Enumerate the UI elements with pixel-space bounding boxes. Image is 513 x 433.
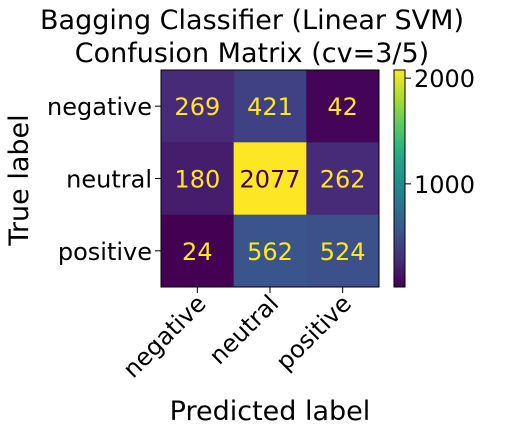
cell-value-label: 180 [174, 166, 220, 194]
chart-title: Bagging Classifier (Linear SVM) [40, 5, 464, 36]
cell-value-label: 421 [247, 93, 293, 121]
x-axis-label: Predicted label [170, 396, 371, 427]
colorbar [393, 69, 406, 288]
y-tick-labels: negative neutral positive [47, 93, 161, 266]
heatmap-cell [161, 214, 235, 288]
heatmap-cell [306, 70, 380, 143]
cell-value-label: 42 [327, 93, 358, 121]
cell-value-label: 562 [247, 238, 293, 266]
heatmap-cell [161, 142, 235, 216]
y-tick-label: positive [58, 238, 152, 266]
x-tick-label: positive [271, 289, 357, 375]
heatmap-cell [233, 142, 307, 216]
cell-value-label: 2077 [239, 166, 300, 194]
heatmap-cell [233, 214, 307, 288]
cell-value-label: 24 [182, 238, 213, 266]
colorbar-ticks: 1000 2000 [405, 65, 475, 199]
heatmap-cell [161, 70, 235, 143]
heatmap-cell [233, 70, 307, 143]
colorbar-tick-label: 2000 [414, 65, 475, 93]
y-axis-label: True label [4, 114, 35, 246]
cell-value-label: 262 [320, 166, 366, 194]
x-tick-label: negative [118, 289, 212, 383]
colorbar-tick-label: 1000 [414, 171, 475, 199]
heatmap-cell-labels: 269 421 42 180 2077 262 24 562 524 [174, 93, 365, 266]
y-tick-label: neutral [66, 166, 152, 194]
cell-value-label: 269 [174, 93, 220, 121]
heatmap-cell [306, 142, 380, 216]
heatmap-cells [161, 70, 380, 288]
y-tick-label: negative [47, 93, 152, 121]
cell-value-label: 524 [320, 238, 366, 266]
chart-subtitle: Confusion Matrix (cv=3/5) [75, 38, 429, 69]
heatmap-cell [306, 214, 380, 288]
